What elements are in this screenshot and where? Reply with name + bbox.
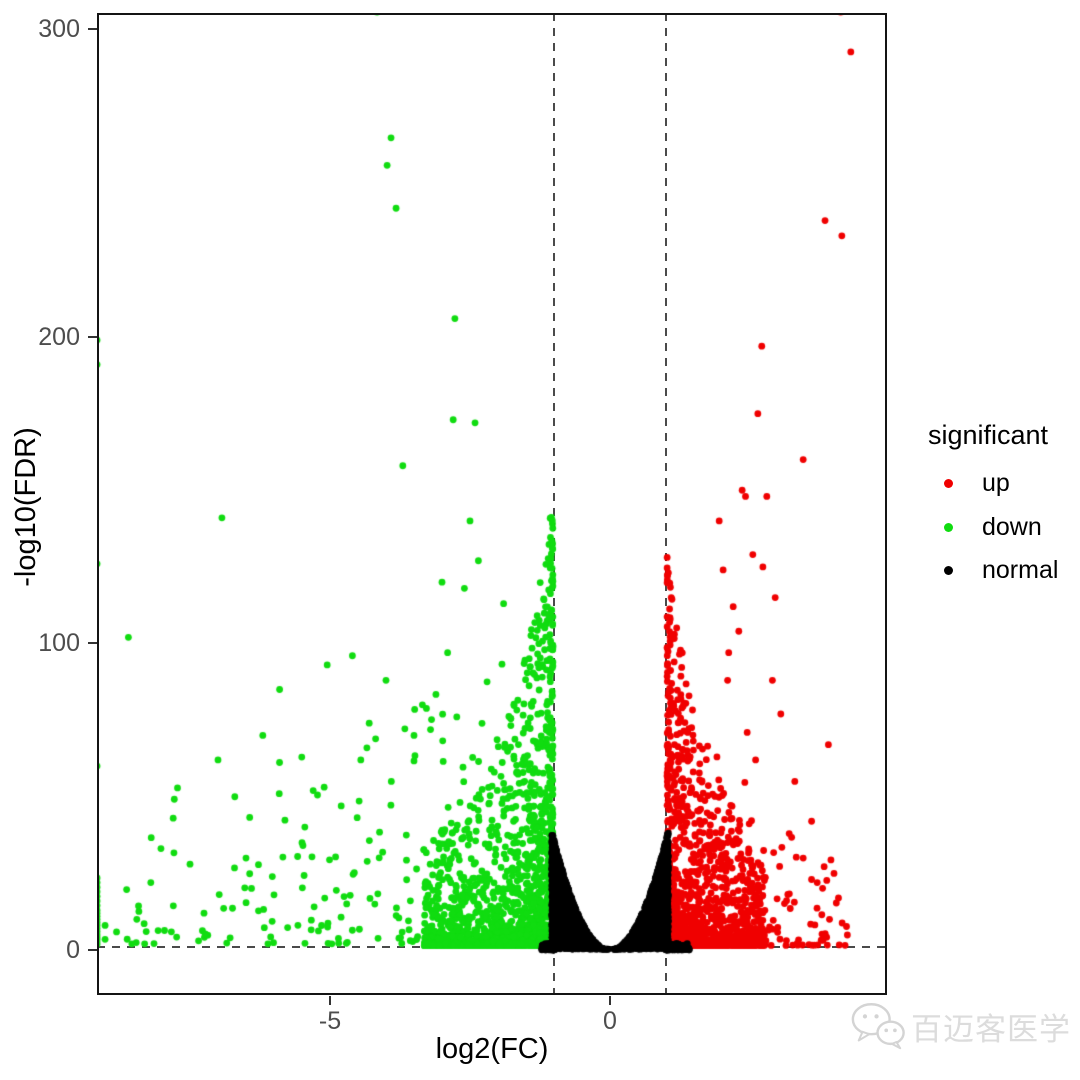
x-tick-mark bbox=[329, 996, 332, 1005]
x-axis-title: log2(FC) bbox=[435, 1033, 549, 1065]
x-tick-label-neg5: -5 bbox=[318, 1007, 342, 1035]
watermark: 百迈客医学 bbox=[849, 1000, 1071, 1052]
wechat-icon bbox=[851, 1003, 905, 1050]
y-tick-mark bbox=[88, 28, 97, 31]
legend-title: significant bbox=[928, 420, 1049, 450]
x-tick-label-0: 0 bbox=[603, 1007, 617, 1035]
legend-item-up: up bbox=[944, 465, 1010, 501]
legend-item-normal: normal bbox=[944, 552, 1058, 588]
y-tick-label-100: 100 bbox=[38, 629, 80, 657]
x-tick-mark bbox=[609, 996, 612, 1005]
legend-dot-normal bbox=[944, 565, 953, 575]
y-tick-label-200: 200 bbox=[38, 323, 80, 351]
y-tick-mark bbox=[88, 949, 97, 952]
y-tick-label-300: 300 bbox=[38, 15, 80, 43]
watermark-text: 百迈客医学 bbox=[911, 1011, 1071, 1047]
y-axis-title: -log10(FDR) bbox=[10, 427, 42, 587]
legend-label-normal: normal bbox=[982, 555, 1059, 584]
scatter-points-canvas bbox=[97, 13, 887, 995]
y-tick-mark bbox=[88, 642, 97, 645]
y-tick-mark bbox=[88, 336, 97, 339]
legend-label-down: down bbox=[982, 512, 1042, 541]
y-tick-label-0: 0 bbox=[66, 936, 80, 964]
legend-dot-up bbox=[944, 478, 953, 488]
plot-panel bbox=[97, 13, 887, 995]
legend-item-down: down bbox=[944, 509, 1042, 545]
legend-dot-down bbox=[944, 522, 953, 532]
legend-label-up: up bbox=[982, 468, 1010, 497]
